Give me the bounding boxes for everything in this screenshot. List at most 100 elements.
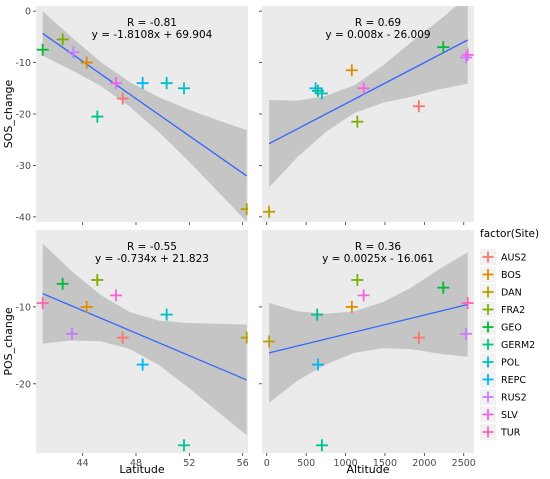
data-point-fra2 bbox=[56, 33, 69, 46]
data-point-fra2 bbox=[351, 115, 364, 128]
data-point-geo bbox=[437, 41, 450, 54]
legend-cross-icon bbox=[482, 321, 494, 333]
panel-plot-area bbox=[263, 252, 474, 452]
regression-line bbox=[268, 39, 468, 145]
confidence-band bbox=[42, 11, 247, 222]
panel-plot-area bbox=[263, 6, 474, 218]
y-tick-label: -10 bbox=[15, 302, 31, 313]
data-point-dan bbox=[263, 335, 276, 348]
legend-label: AUS2 bbox=[501, 253, 527, 264]
legend-label: GERM2 bbox=[501, 340, 535, 351]
legend-item: SLV bbox=[480, 406, 518, 423]
annotation-line-0: R = -0.55 bbox=[127, 241, 177, 253]
data-point-dan bbox=[240, 203, 248, 216]
legend-label: DAN bbox=[501, 288, 522, 299]
data-point-aus2 bbox=[412, 331, 425, 344]
data-point-slv bbox=[461, 48, 474, 61]
y-tick-label: -20 bbox=[15, 379, 31, 390]
legend-item: RUS2 bbox=[480, 389, 527, 405]
data-point-slv bbox=[357, 289, 370, 302]
legend-item: REPC bbox=[480, 371, 526, 388]
y-axis-title: POS_change bbox=[2, 307, 15, 375]
data-point-pol bbox=[178, 82, 190, 95]
annotation-line-1: y = -1.8108x + 69.904 bbox=[92, 29, 213, 41]
y-tick-label: -10 bbox=[15, 58, 31, 69]
data-point-fra2 bbox=[351, 273, 364, 286]
legend-item: GERM2 bbox=[480, 336, 535, 353]
x-tick-label: 56 bbox=[237, 458, 249, 469]
data-point-fra2 bbox=[91, 273, 104, 286]
data-point-aus2 bbox=[412, 100, 425, 113]
legend-item: POL bbox=[480, 354, 520, 370]
panel-1-1: R = 0.36y = 0.0025x - 16.061 0 500 1000 1500… bbox=[259, 230, 476, 476]
x-axis-title: Altitude bbox=[347, 463, 390, 476]
x-tick-label: 2500 bbox=[452, 458, 476, 469]
annotation-line-0: R = -0.81 bbox=[127, 17, 177, 29]
regression-line bbox=[42, 32, 248, 177]
data-point-pol bbox=[160, 308, 173, 321]
data-point-tur bbox=[36, 297, 49, 310]
legend-cross-icon bbox=[482, 251, 494, 263]
x-tick-label: 500 bbox=[297, 458, 315, 469]
data-point-germ2 bbox=[311, 308, 324, 321]
annotation-line-1: y = 0.008x - 26.009 bbox=[325, 29, 430, 41]
panel-0-0: R = -0.81y = -1.8108x + 69.904 0 -10 -20 -30… bbox=[2, 6, 248, 225]
data-point-pol bbox=[160, 77, 173, 90]
y-axis-title: SOS_change bbox=[2, 79, 15, 148]
data-point-bos bbox=[80, 56, 93, 69]
legend-item: TUR bbox=[480, 424, 521, 440]
data-point-bos bbox=[345, 64, 358, 77]
data-point-bos bbox=[80, 300, 93, 313]
legend-cross-icon bbox=[482, 374, 494, 385]
panel-1-0: R = -0.55y = -0.734x + 21.823 -10 -20 44 48 5… bbox=[2, 230, 249, 476]
legend-cross-icon bbox=[482, 356, 494, 368]
annotation-line-1: y = -0.734x + 21.823 bbox=[95, 253, 209, 265]
data-point-geo bbox=[437, 281, 450, 294]
panel-plot-area bbox=[36, 11, 248, 222]
data-point-germ2 bbox=[91, 110, 104, 123]
legend-label: RUS2 bbox=[501, 393, 527, 404]
y-tick-label: -20 bbox=[15, 110, 31, 121]
legend-label: GEO bbox=[501, 323, 522, 334]
legend-cross-icon bbox=[482, 269, 494, 280]
legend: factor(Site) AUS2 BOS DAN FRA2 GEO GERM2 POL REP… bbox=[480, 228, 539, 440]
regression-line bbox=[42, 293, 247, 381]
legend-item: FRA2 bbox=[480, 301, 525, 318]
data-point-dan bbox=[240, 331, 248, 344]
x-tick-label: 52 bbox=[183, 458, 195, 469]
data-point-germ2 bbox=[178, 439, 190, 452]
legend-label: TUR bbox=[500, 428, 521, 439]
y-tick-label: 0 bbox=[25, 7, 31, 18]
data-point-slv bbox=[357, 82, 370, 95]
data-point-dan bbox=[263, 205, 276, 218]
data-point-geo bbox=[56, 277, 69, 290]
data-point-pol bbox=[315, 87, 328, 100]
panel-plot-area bbox=[36, 243, 248, 452]
legend-cross-icon bbox=[482, 286, 494, 298]
legend-label: POL bbox=[501, 358, 520, 369]
legend-item: GEO bbox=[480, 319, 522, 335]
panel-group: R = -0.81y = -1.8108x + 69.904 0 -10 -20 -30… bbox=[2, 6, 476, 476]
x-tick-label: 0 bbox=[264, 458, 270, 469]
data-point-repc bbox=[311, 358, 324, 371]
y-tick-label: -30 bbox=[15, 161, 31, 172]
annotation-line-1: y = 0.0025x - 16.061 bbox=[322, 253, 434, 265]
legend-item: DAN bbox=[480, 284, 522, 300]
data-point-geo bbox=[36, 43, 49, 56]
data-point-slv bbox=[110, 289, 122, 302]
y-tick-label: -40 bbox=[15, 212, 31, 223]
legend-label: BOS bbox=[501, 270, 521, 281]
data-point-tur bbox=[461, 297, 474, 310]
data-point-rus2 bbox=[66, 327, 78, 340]
regression-line bbox=[268, 303, 468, 354]
legend-cross-icon bbox=[482, 409, 494, 420]
legend-label: SLV bbox=[501, 410, 518, 421]
data-point-rus2 bbox=[460, 51, 473, 64]
x-tick-label: 1000 bbox=[333, 458, 357, 469]
data-point-aus2 bbox=[116, 92, 129, 105]
confidence-band bbox=[269, 6, 468, 188]
data-point-rus2 bbox=[460, 327, 473, 340]
annotation-line-0: R = 0.69 bbox=[355, 17, 401, 29]
legend-title: factor(Site) bbox=[480, 228, 539, 240]
